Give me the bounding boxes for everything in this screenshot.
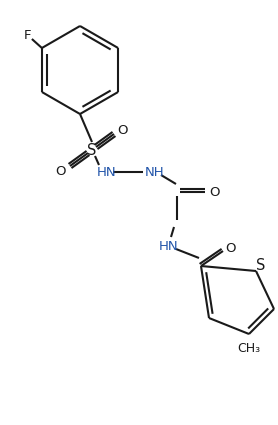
Text: HN: HN xyxy=(97,165,117,178)
Text: O: O xyxy=(117,124,127,136)
Text: O: O xyxy=(56,164,66,178)
Text: HN: HN xyxy=(159,240,179,252)
Text: O: O xyxy=(225,241,235,255)
Text: CH₃: CH₃ xyxy=(237,342,260,354)
Text: S: S xyxy=(256,258,266,272)
Text: NH: NH xyxy=(145,165,165,178)
Text: F: F xyxy=(24,28,32,42)
Text: S: S xyxy=(87,142,97,158)
Text: O: O xyxy=(209,185,219,198)
